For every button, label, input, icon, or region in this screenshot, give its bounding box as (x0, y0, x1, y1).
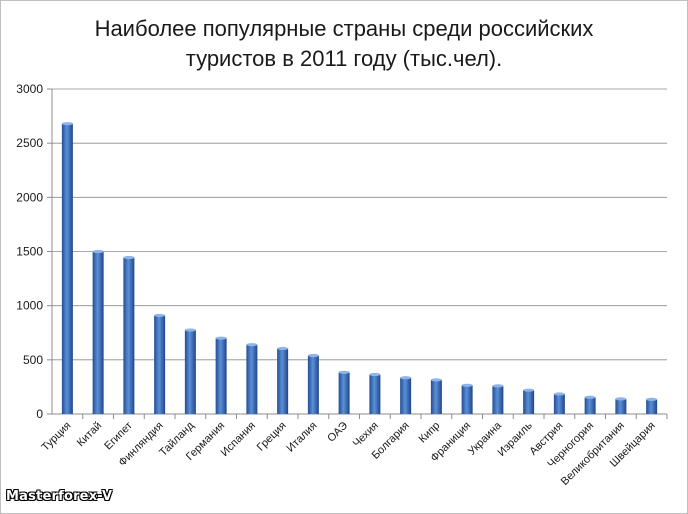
bar (338, 370, 350, 414)
bar (246, 343, 258, 414)
bar (553, 392, 565, 414)
bar (646, 397, 658, 414)
bar (492, 384, 504, 414)
y-tick-labels: 0 500 1000 1500 2000 2500 3000 (16, 82, 43, 421)
bar-top (615, 397, 627, 401)
x-tick-label: Китай (75, 420, 105, 450)
bar-top (215, 336, 227, 340)
y-tick-label: 2000 (16, 190, 43, 204)
bar (615, 397, 627, 414)
bar-top (430, 378, 442, 382)
bar-top (584, 395, 596, 399)
x-tick-label: Италия (285, 420, 320, 455)
bar-body (92, 251, 104, 414)
bar-top (461, 383, 473, 387)
bar-body (154, 315, 166, 414)
bar-top (277, 346, 289, 351)
bar-top (523, 388, 535, 392)
y-tick-label: 3000 (16, 82, 43, 96)
bar (215, 336, 227, 414)
bar-body (461, 385, 473, 414)
bar (584, 395, 596, 414)
bar-body (61, 123, 73, 415)
bar-body (307, 355, 319, 414)
bar (277, 346, 289, 414)
bar-top (184, 328, 196, 332)
x-tick-label: ОАЭ (325, 420, 350, 445)
y-tick-label: 1000 (16, 299, 43, 313)
bar (369, 372, 381, 414)
bar (523, 388, 535, 414)
x-tick-label: Кипр (417, 420, 443, 446)
bar-top (369, 372, 381, 377)
bar (307, 353, 319, 414)
bar-top (154, 313, 166, 318)
bar (154, 313, 166, 414)
bar-body (615, 398, 627, 414)
x-tick-label: Израиль (496, 419, 535, 458)
bar-body (400, 377, 412, 414)
bar-body (430, 379, 442, 414)
y-tick-label: 2500 (16, 136, 43, 150)
y-tick-label: 0 (36, 407, 43, 421)
bar-body (246, 344, 258, 414)
bar-top (646, 397, 658, 401)
bar (92, 249, 104, 414)
bar-top (61, 122, 73, 126)
bar-body (523, 390, 535, 414)
watermark-logo: Masterforex-V (6, 489, 113, 504)
x-tick-label: Греция (255, 420, 289, 454)
chart-title-line-2: туристов в 2011 году (тыс.чел). (185, 46, 503, 71)
bar (123, 255, 135, 414)
y-tick-label: 1500 (16, 245, 43, 259)
bar-top (492, 384, 504, 388)
bar-body (215, 338, 227, 414)
bar-body (338, 372, 350, 414)
bar-body (553, 393, 565, 414)
bar (461, 383, 473, 414)
bar-top (338, 370, 350, 374)
bar (400, 376, 412, 414)
bar (430, 378, 442, 414)
bar-top (553, 392, 565, 396)
bar-body (584, 397, 596, 414)
bar-body (646, 399, 658, 414)
bar-top (307, 353, 319, 358)
bar-top (123, 255, 135, 260)
bar-body (277, 348, 289, 414)
bar (61, 122, 73, 415)
bar (184, 328, 196, 414)
y-tick-label: 500 (23, 353, 43, 367)
gridlines (47, 88, 668, 419)
bar-body (123, 257, 135, 414)
bar-top (92, 249, 104, 254)
bar-top (246, 343, 258, 347)
bar-body (184, 330, 196, 414)
bar-top (400, 376, 412, 380)
bars (61, 122, 658, 415)
bar-body (369, 374, 381, 414)
chart-title: Наиболее популярные страны среди российс… (0, 14, 688, 74)
x-tick-label: Турция (40, 420, 74, 454)
bar-body (492, 385, 504, 414)
chart-title-line-1: Наиболее популярные страны среди российс… (94, 16, 594, 41)
x-tick-labels: Турция КитайЕгипетФинляндияТайландГермани… (40, 419, 658, 488)
